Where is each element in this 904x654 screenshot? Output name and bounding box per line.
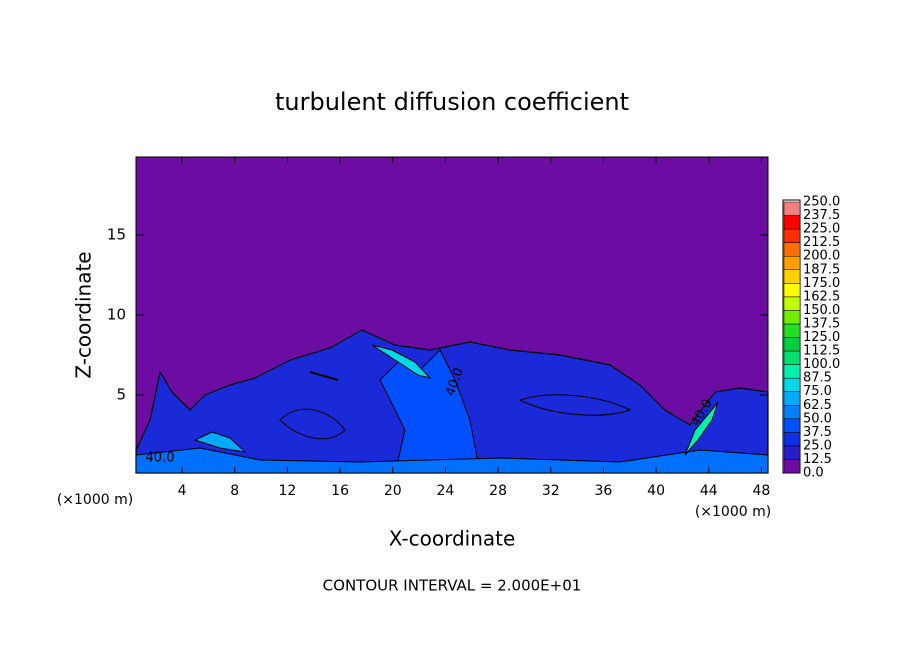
colorbar-label: 162.5	[803, 289, 840, 304]
high-diffusion-streak	[193, 431, 247, 453]
x-tick-label: 20	[384, 483, 402, 499]
colorbar-band	[783, 310, 801, 325]
colorbar-band	[783, 283, 801, 298]
colorbar-label: 225.0	[803, 222, 840, 237]
x-tick-label: 36	[595, 483, 613, 499]
x-tick-label: 48	[753, 483, 771, 499]
high-diffusion-streak	[371, 344, 432, 379]
y-axis-label: Z-coordinate	[72, 251, 96, 378]
colorbar-band	[783, 296, 801, 311]
x-tick-label: 40	[647, 483, 665, 499]
colorbar-band	[783, 201, 801, 216]
y-tick-label: 10	[107, 306, 126, 324]
colorbar-band	[783, 432, 801, 447]
colorbar-label: 200.0	[803, 249, 840, 264]
x-tick-label: 8	[230, 483, 239, 499]
y-tick-label: 5	[116, 386, 126, 404]
colorbar-label: 75.0	[803, 384, 832, 399]
x-axis-label: X-coordinate	[389, 527, 516, 551]
colorbar-label: 37.5	[803, 425, 832, 440]
colorbar-band	[783, 391, 801, 406]
colorbar-label: 125.0	[803, 330, 840, 345]
colorbar-band	[783, 445, 801, 460]
chart-title: turbulent diffusion coefficient	[275, 88, 629, 116]
field	[135, 157, 769, 474]
colorbar-label: 187.5	[803, 262, 840, 277]
colorbar-band	[783, 323, 801, 338]
colorbar-label: 212.5	[803, 235, 840, 250]
colorbar-band	[783, 350, 801, 365]
colorbar-band	[783, 364, 801, 379]
colorbar-label: 137.5	[803, 316, 840, 331]
colorbar-band	[783, 269, 801, 284]
colorbar-band	[783, 459, 801, 474]
contour-line	[279, 408, 346, 440]
contour-label: 40.0	[146, 451, 175, 466]
colorbar-label: 12.5	[803, 452, 832, 467]
colorbar-band	[783, 418, 801, 433]
x-unit-label: (×1000 m)	[695, 504, 771, 520]
colorbar-label: 50.0	[803, 411, 832, 426]
colorbar-band	[783, 337, 801, 352]
colorbar-label: 250.0	[803, 195, 840, 210]
colorbar-label: 87.5	[803, 371, 832, 386]
x-tick-label: 12	[279, 483, 297, 499]
contour-line	[309, 371, 339, 381]
colorbar-label: 150.0	[803, 303, 840, 318]
colorbar-band	[783, 377, 801, 392]
x-tick-label: 32	[542, 483, 560, 499]
footer-note: CONTOUR INTERVAL = 2.000E+01	[323, 577, 582, 595]
high-diffusion-streak	[684, 401, 719, 456]
x-tick-label: 44	[700, 483, 718, 499]
x-tick-label: 16	[331, 483, 349, 499]
colorbar-band	[783, 215, 801, 230]
colorbar-band	[783, 255, 801, 271]
colorbar-band	[783, 405, 801, 420]
colorbar-band	[783, 228, 801, 243]
x-tick-label: 28	[489, 483, 507, 499]
colorbar-label: 100.0	[803, 357, 840, 372]
colorbar-label: 175.0	[803, 276, 840, 291]
contour-line	[518, 394, 632, 416]
colorbar-band	[783, 242, 801, 257]
x-unit-label: (×1000 m)	[57, 492, 133, 508]
colorbar-label: 62.5	[803, 398, 832, 413]
colorbar-label: 25.0	[803, 438, 832, 453]
x-tick-label: 4	[178, 483, 187, 499]
x-tick-label: 24	[437, 483, 455, 499]
colorbar-label: 112.5	[803, 344, 840, 359]
y-tick-label: 15	[107, 226, 126, 244]
colorbar-label: 0.0	[803, 466, 824, 481]
colorbar-label: 237.5	[803, 208, 840, 223]
